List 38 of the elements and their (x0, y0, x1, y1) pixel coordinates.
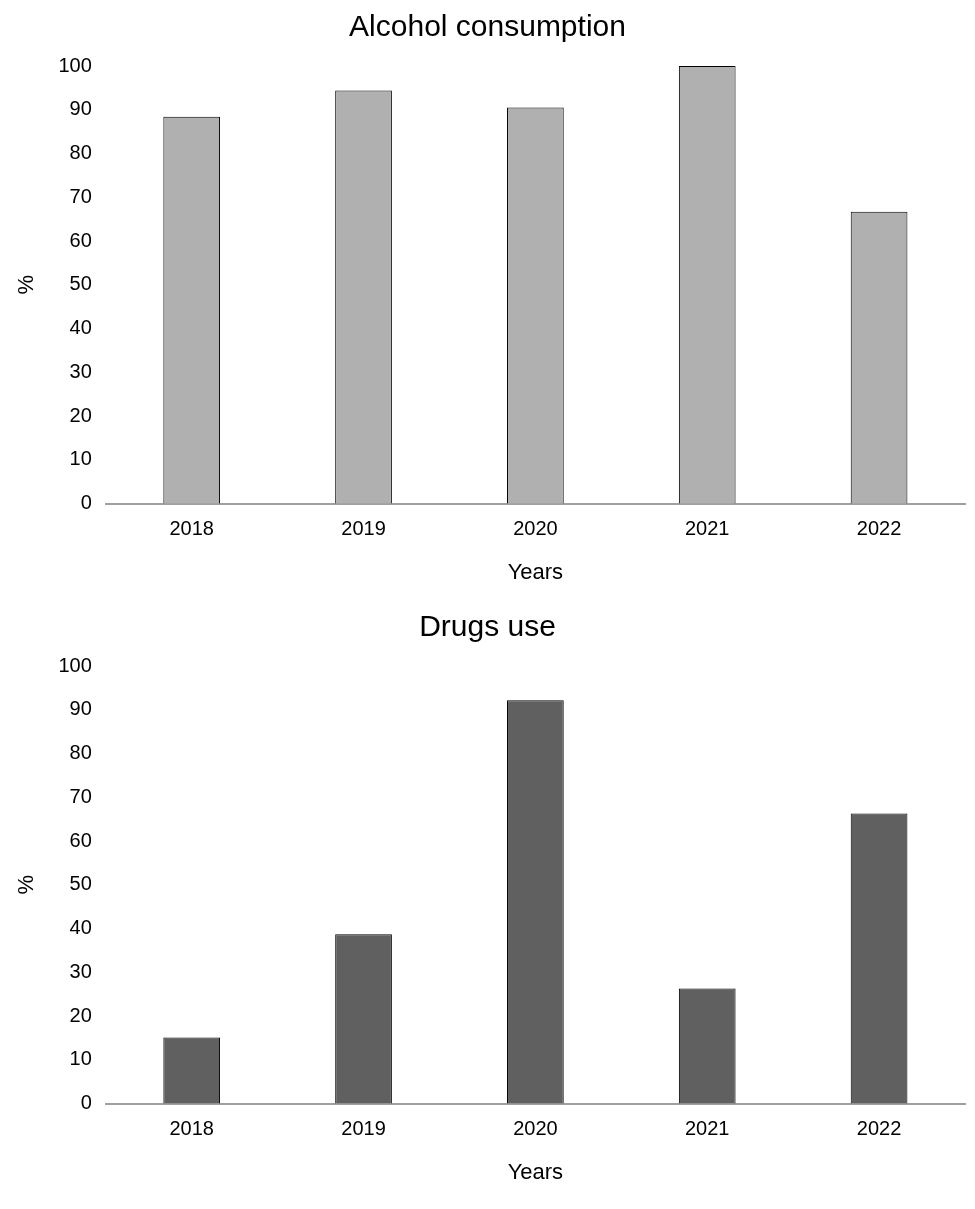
y-tick-label: 90 (69, 697, 92, 720)
y-tick-label: 60 (69, 828, 92, 851)
y-tick-label: 40 (69, 316, 92, 339)
y-tick-label: 60 (69, 228, 92, 251)
y-tick-label: 80 (69, 741, 92, 764)
x-tick-label: 2021 (684, 1117, 730, 1140)
y-tick-label: 30 (69, 359, 92, 382)
y-axis-title: % (13, 275, 39, 295)
y-tick-label: 100 (58, 53, 92, 76)
y-tick-label: 80 (69, 141, 92, 164)
y-tick-label: 100 (58, 653, 92, 676)
x-tick-label: 2022 (856, 517, 902, 540)
y-tick-label: 50 (69, 272, 92, 295)
y-tick-label: 90 (69, 97, 92, 120)
x-tick-label: 2019 (341, 517, 386, 540)
y-tick-label: 40 (69, 916, 92, 939)
y-tick-label: 20 (69, 403, 92, 426)
y-tick-label: 30 (69, 959, 92, 982)
x-axis-title: Years (507, 1158, 564, 1184)
y-tick-label: 10 (69, 447, 92, 470)
y-tick-label: 20 (69, 1003, 92, 1026)
y-tick-label: 70 (69, 184, 92, 207)
y-tick-label: 70 (69, 784, 92, 807)
x-tick-label: 2020 (513, 1117, 558, 1140)
chart-title: Alcohol consumption (349, 9, 626, 43)
x-tick-label: 2020 (513, 517, 558, 540)
x-tick-label: 2019 (341, 1117, 386, 1140)
x-tick-label: 2021 (684, 517, 730, 540)
y-tick-label: 0 (80, 1091, 92, 1114)
y-tick-label: 10 (69, 1047, 92, 1070)
x-tick-label: 2018 (169, 1117, 214, 1140)
chart-title: Drugs use (419, 609, 556, 643)
y-tick-label: 50 (69, 872, 92, 895)
y-tick-label: 0 (80, 491, 92, 514)
x-tick-label: 2018 (169, 517, 214, 540)
y-axis-title: % (13, 875, 39, 895)
x-axis-title: Years (507, 558, 564, 584)
x-tick-label: 2022 (856, 1117, 902, 1140)
